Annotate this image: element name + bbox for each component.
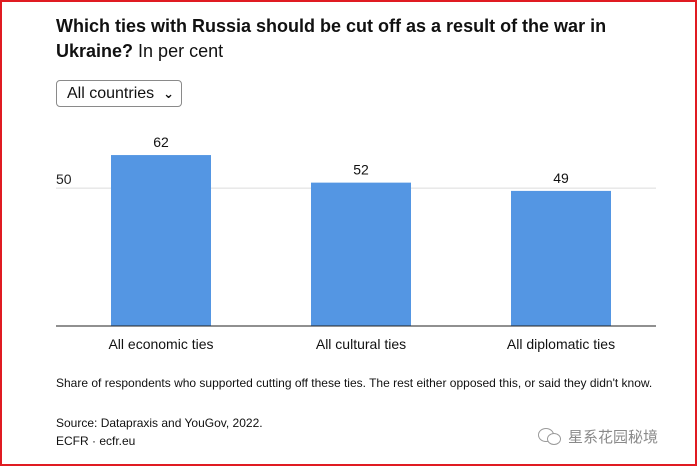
country-select[interactable]: All countries ⌄ — [56, 80, 182, 107]
y-tick-label: 50 — [56, 171, 72, 187]
title-bold: Which ties with Russia should be cut off… — [56, 16, 607, 61]
watermark-text: 星系花园秘境 — [568, 428, 659, 446]
bar-chart: 50 62 All economic ties 52 All cultural ties… — [56, 134, 656, 352]
x-tick-label: All diplomatic ties — [507, 336, 615, 352]
x-tick-label: All economic ties — [108, 336, 213, 352]
title-unit: In per cent — [138, 41, 224, 61]
chart-source: Source: Datapraxis and YouGov, 2022. — [56, 416, 263, 430]
chart-title: Which ties with Russia should be cut off… — [56, 14, 646, 64]
country-select-value: All countries — [67, 85, 155, 102]
chevron-down-icon: ⌄ — [163, 86, 174, 101]
data-label: 62 — [153, 134, 169, 150]
x-tick-label: All cultural ties — [316, 336, 406, 352]
bar — [311, 182, 411, 326]
chart-credit: ECFR · ecfr.eu — [56, 434, 136, 448]
watermark: 星系花园秘境 — [538, 425, 658, 447]
chart-note: Share of respondents who supported cutti… — [56, 376, 653, 390]
bar — [511, 190, 611, 326]
bar — [111, 155, 211, 326]
data-label: 49 — [553, 170, 569, 186]
data-label: 52 — [353, 162, 369, 178]
wechat-icon — [538, 426, 562, 446]
